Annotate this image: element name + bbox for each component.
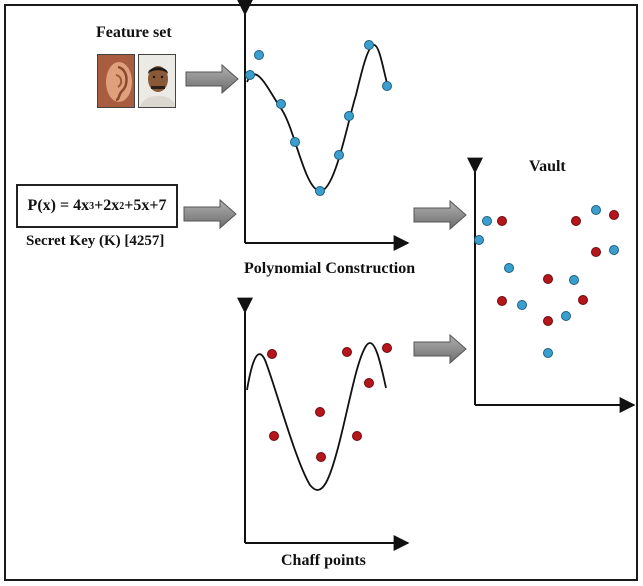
chaff-point — [382, 343, 392, 353]
polynomial-construction-label: Polynomial Construction — [244, 260, 416, 277]
polynomial-axes — [237, 0, 410, 251]
feature-set-label: Feature set — [96, 24, 172, 41]
polynomial-curve — [246, 44, 390, 192]
vault-chaff-point — [497, 216, 507, 226]
polynomial-equation-box: P(x) = 4x 3 +2x 2 +5x+7 — [16, 184, 178, 228]
chaff-point — [342, 347, 352, 357]
chaff-points — [267, 343, 392, 462]
genuine-point — [364, 40, 374, 50]
vault-genuine-point — [474, 235, 484, 245]
vault-axes — [467, 157, 636, 413]
chaff-points-label: Chaff points — [281, 552, 366, 569]
arrow-chaff-to-vault — [413, 333, 467, 365]
genuine-point — [334, 150, 344, 160]
chaff-point — [267, 349, 277, 359]
vault-chaff-point — [497, 296, 507, 306]
genuine-point — [254, 50, 264, 60]
vault-chaff-point — [571, 216, 581, 226]
equation-mid: +2x — [94, 197, 120, 214]
genuine-points — [245, 40, 392, 196]
chaff-axes — [237, 297, 410, 551]
arrow-eq-to-poly — [183, 198, 237, 230]
vault-chaff-point — [609, 210, 619, 220]
equation-prefix: P(x) = 4x — [27, 197, 90, 214]
vault-chaff-point — [591, 247, 601, 257]
vault-chaff-point — [543, 274, 553, 284]
genuine-point — [245, 70, 255, 80]
figure-frame — [4, 4, 638, 581]
secret-key-label: Secret Key (K) [4257] — [26, 233, 165, 249]
vault-genuine-point — [482, 216, 492, 226]
genuine-point — [276, 99, 286, 109]
ear-image — [97, 54, 135, 108]
vault-genuine-point — [569, 275, 579, 285]
genuine-point — [315, 186, 325, 196]
vault-points — [474, 205, 619, 358]
chaff-point — [269, 431, 279, 441]
equation-suffix: +5x+7 — [124, 197, 167, 214]
chaff-curve — [246, 342, 387, 491]
chaff-point — [316, 452, 326, 462]
vault-chaff-point — [578, 295, 588, 305]
face-image — [138, 54, 176, 108]
chaff-point — [364, 378, 374, 388]
genuine-point — [382, 81, 392, 91]
chaff-point — [315, 407, 325, 417]
vault-genuine-point — [517, 300, 527, 310]
vault-chaff-point — [543, 316, 553, 326]
chaff-point — [352, 431, 362, 441]
vault-genuine-point — [591, 205, 601, 215]
genuine-point — [344, 111, 354, 121]
genuine-point — [290, 137, 300, 147]
vault-genuine-point — [609, 245, 619, 255]
vault-label: Vault — [529, 158, 566, 175]
equation-exponent-1: 3 — [89, 200, 95, 212]
equation-exponent-2: 2 — [119, 200, 125, 212]
vault-genuine-point — [561, 311, 571, 321]
vault-genuine-point — [504, 263, 514, 273]
arrow-feature-to-poly — [185, 63, 239, 95]
arrow-poly-to-vault — [413, 199, 467, 231]
vault-genuine-point — [543, 348, 553, 358]
